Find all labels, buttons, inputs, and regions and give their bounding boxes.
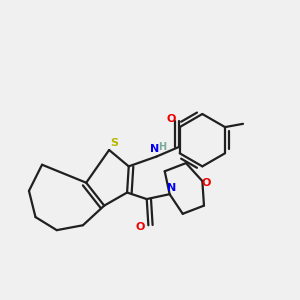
Text: S: S xyxy=(110,138,118,148)
Text: H: H xyxy=(158,142,166,152)
Text: N: N xyxy=(150,144,160,154)
Text: O: O xyxy=(202,178,211,188)
Text: O: O xyxy=(136,222,145,232)
Text: N: N xyxy=(167,183,176,193)
Text: O: O xyxy=(167,114,176,124)
